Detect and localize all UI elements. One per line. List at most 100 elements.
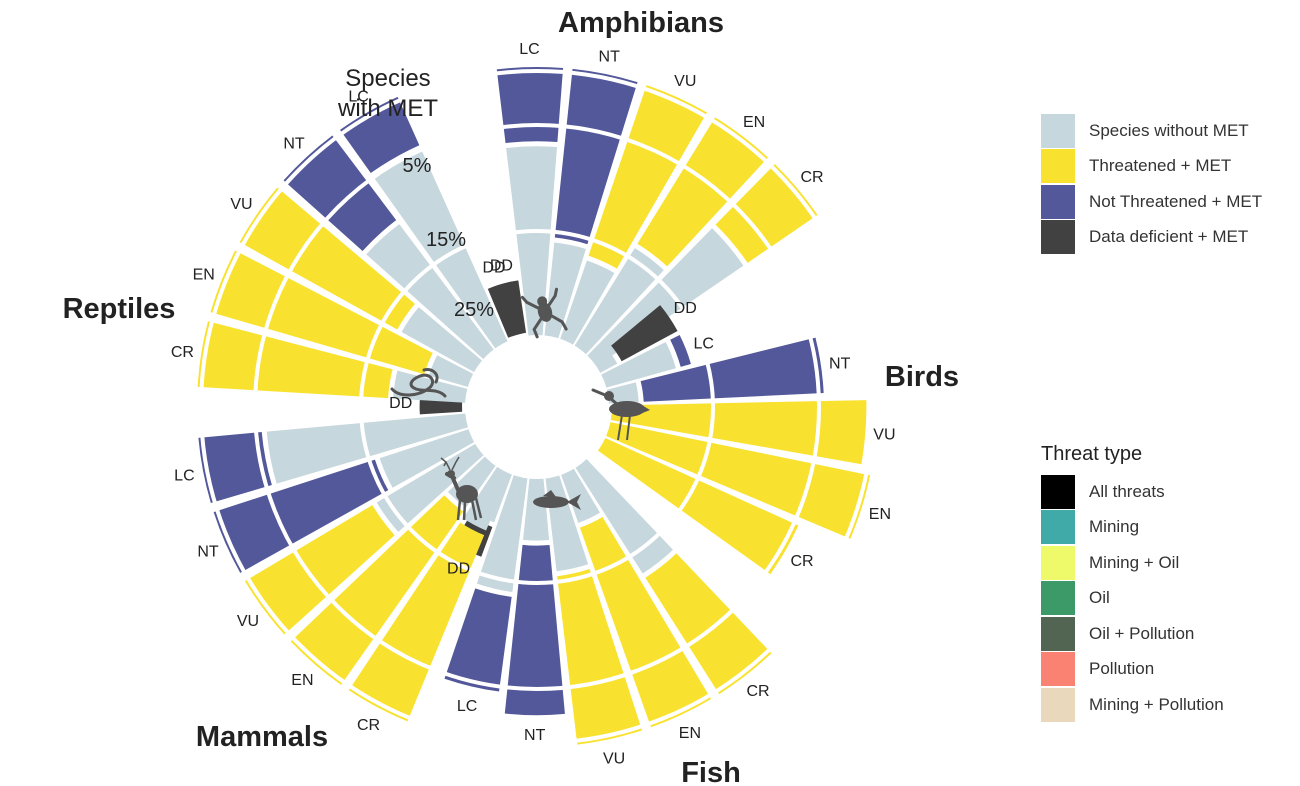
- category-label-cr: CR: [746, 683, 769, 700]
- category-label-vu: VU: [873, 427, 895, 444]
- bar-met-nt: [213, 459, 389, 573]
- deer-icon: [440, 456, 483, 521]
- category-label-cr: CR: [171, 344, 194, 361]
- fish-icon: [533, 490, 581, 510]
- snake-icon: [390, 368, 447, 398]
- bar-without-met-nt: [523, 476, 550, 541]
- legend-label: Mining: [1089, 517, 1140, 537]
- grid-ring-5: [253, 123, 821, 691]
- category-label-en: EN: [869, 506, 891, 523]
- legend-label: Mining + Oil: [1089, 552, 1180, 572]
- bar-met-cr: [197, 321, 393, 399]
- bar-met-vu: [239, 187, 415, 330]
- radial-tick-label: 15%: [426, 229, 466, 251]
- bar-without-met-dd: [590, 348, 618, 374]
- bar-met-lc: [198, 432, 272, 503]
- category-label-cr: CR: [357, 717, 380, 734]
- category-label-en: EN: [193, 267, 215, 284]
- grid-ring-outer: [199, 69, 875, 745]
- swatch-mining-pollution: [1041, 687, 1075, 722]
- legend-label: Oil + Pollution: [1089, 623, 1195, 643]
- bar-met-en: [606, 422, 871, 539]
- bar-without-met-lc: [373, 149, 509, 350]
- bar-without-met-vu: [559, 260, 615, 347]
- threat-legend-item: Pollution: [1041, 652, 1224, 688]
- swatch-data-deficient-met: [1041, 220, 1075, 255]
- bar-met-cr: [348, 522, 485, 722]
- bar-met-en: [210, 250, 433, 375]
- group-title-fish: Fish: [681, 757, 741, 786]
- legend-label: Not Threatened + MET: [1089, 191, 1263, 211]
- category-label-nt: NT: [283, 136, 305, 153]
- bar-met-vu: [244, 505, 395, 635]
- category-label-lc: LC: [693, 335, 713, 352]
- status-legend: Species without MET Threatened + MET Not…: [1041, 113, 1262, 255]
- swatch-threatened-met: [1041, 149, 1075, 184]
- bar-met-lc: [670, 334, 691, 367]
- bar-met-nt: [554, 68, 638, 245]
- bar-met-vu: [588, 85, 707, 269]
- category-label-dd: DD: [389, 395, 412, 412]
- legend-label: Mining + Pollution: [1089, 694, 1224, 714]
- radial-axis-title: with MET: [337, 95, 438, 122]
- category-label-lc: LC: [457, 698, 477, 715]
- icons-layer: [390, 287, 650, 521]
- swatch-mining-oil: [1041, 545, 1075, 580]
- grid-ring-15: [359, 229, 715, 585]
- category-label-nt: NT: [524, 727, 546, 744]
- swatch-oil: [1041, 581, 1075, 616]
- bar-met-dd: [487, 281, 523, 338]
- category-label-nt: NT: [599, 48, 621, 65]
- legend-label: Oil: [1089, 588, 1110, 608]
- swatch-mining: [1041, 510, 1075, 545]
- bar-without-met-en: [429, 355, 475, 388]
- bar-without-met-en: [573, 248, 664, 356]
- bar-met-dd: [611, 305, 678, 362]
- grid-ring-25: [465, 335, 609, 479]
- bar-met-cr: [645, 553, 772, 695]
- category-label-vu: VU: [674, 73, 696, 90]
- bar-without-met-nt: [544, 242, 586, 341]
- category-label-en: EN: [291, 672, 313, 689]
- category-label-dd: DD: [482, 259, 505, 276]
- status-legend-item: Data deficient + MET: [1041, 220, 1262, 256]
- bar-without-met-vu: [401, 307, 484, 374]
- legend-label: Pollution: [1089, 659, 1155, 679]
- grid-rings-layer: [199, 69, 875, 745]
- bar-met-nt: [640, 337, 824, 402]
- group-reptiles: [197, 96, 523, 403]
- category-label-lc: LC: [174, 467, 194, 484]
- radial-axis-title: Species: [345, 65, 430, 92]
- bar-met-lc: [444, 588, 512, 692]
- legend-label: Species without MET: [1089, 120, 1249, 140]
- category-label-dd: DD: [490, 257, 513, 274]
- swatch-pollution: [1041, 652, 1075, 687]
- threat-legend-title: Threat type: [1041, 443, 1143, 465]
- bar-met-nt: [504, 544, 565, 716]
- category-label-cr: CR: [800, 169, 823, 186]
- swatch-all-threats: [1041, 474, 1075, 509]
- legend-label: Threatened + MET: [1089, 156, 1232, 176]
- legend-label: Data deficient + MET: [1089, 227, 1249, 247]
- bar-met-cr: [597, 437, 799, 575]
- bar-without-met-nt: [366, 224, 495, 361]
- category-label-dd: DD: [674, 300, 697, 317]
- threat-legend-item: Mining + Oil: [1041, 545, 1224, 581]
- bar-without-met-lc: [476, 473, 528, 592]
- radial-tick-label: 5%: [403, 155, 432, 177]
- status-legend-item: Threatened + MET: [1041, 149, 1262, 185]
- bar-without-met-lc: [599, 341, 676, 389]
- group-title-amphibians: Amphibians: [558, 7, 724, 39]
- status-legend-item: Species without MET: [1041, 113, 1262, 149]
- status-legend-item: Not Threatened + MET: [1041, 184, 1262, 220]
- threat-legend-item: Mining: [1041, 510, 1224, 546]
- group-title-birds: Birds: [885, 361, 959, 393]
- swatch-without-met: [1041, 113, 1075, 148]
- bar-without-met-lc: [506, 146, 558, 338]
- category-label-vu: VU: [230, 196, 252, 213]
- category-label-lc: LC: [348, 89, 368, 106]
- bar-without-met-vu: [376, 442, 485, 532]
- bar-met-nt: [283, 135, 397, 252]
- legend-label: All threats: [1089, 481, 1165, 501]
- radial-tick-label: 25%: [454, 299, 494, 321]
